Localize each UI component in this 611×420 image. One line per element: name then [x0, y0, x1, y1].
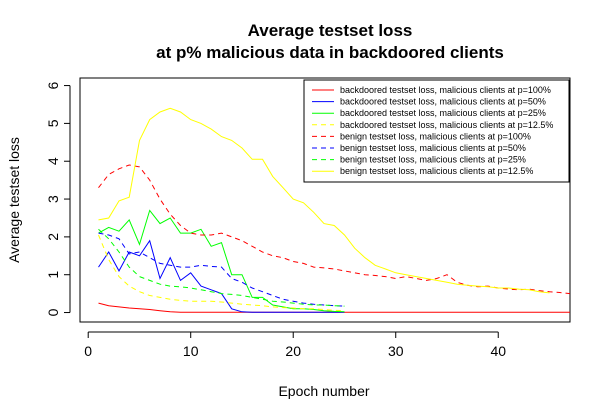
y-axis-label: Average testset loss [6, 137, 22, 263]
series-line-1 [98, 302, 570, 313]
x-tick-label: 0 [84, 343, 92, 359]
x-axis-label: Epoch number [278, 383, 369, 399]
x-tick-label: 40 [490, 343, 506, 359]
plot-border [79, 77, 571, 323]
y-tick-label: 6 [45, 81, 61, 89]
x-tick-label: 10 [183, 343, 199, 359]
y-tick-label: 5 [45, 119, 61, 127]
legend-entry: benign testset loss, malicious clients a… [340, 166, 533, 176]
series-line-3 [98, 209, 345, 313]
series-lines [98, 107, 571, 313]
legend-entry: benign testset loss, malicious clients a… [340, 131, 531, 141]
series-line-2 [98, 239, 345, 313]
y-tick-label: 3 [45, 195, 61, 203]
legend-entry: backdoored testset loss, malicious clien… [340, 85, 551, 95]
series-line-6 [98, 232, 345, 307]
y-tick-label: 0 [45, 308, 61, 316]
plot-frame [79, 77, 571, 323]
chart-subtitle: at p% malicious data in backdoored clien… [156, 43, 504, 62]
series-line-4 [98, 234, 345, 312]
y-tick-label: 1 [45, 271, 61, 279]
legend-entry: backdoored testset loss, malicious clien… [340, 120, 553, 130]
legend-entry: benign testset loss, malicious clients a… [340, 155, 526, 165]
x-tick-label: 20 [285, 343, 301, 359]
y-tick-label: 4 [45, 157, 61, 165]
legend-entry: backdoored testset loss, malicious clien… [340, 97, 546, 107]
legend: backdoored testset loss, malicious clien… [303, 79, 570, 183]
legend-entry: backdoored testset loss, malicious clien… [340, 108, 546, 118]
x-tick-label: 30 [388, 343, 404, 359]
axis-ticks: 0 10 20 30 40 0 1 2 3 4 5 6 [45, 81, 506, 359]
series-line-8 [98, 107, 550, 294]
series-line-5 [98, 164, 571, 295]
legend-box [303, 79, 570, 183]
series-line-7 [98, 228, 345, 307]
legend-entry: benign testset loss, malicious clients a… [340, 143, 526, 153]
y-tick-label: 2 [45, 233, 61, 241]
chart-title: Average testset loss [248, 21, 413, 40]
